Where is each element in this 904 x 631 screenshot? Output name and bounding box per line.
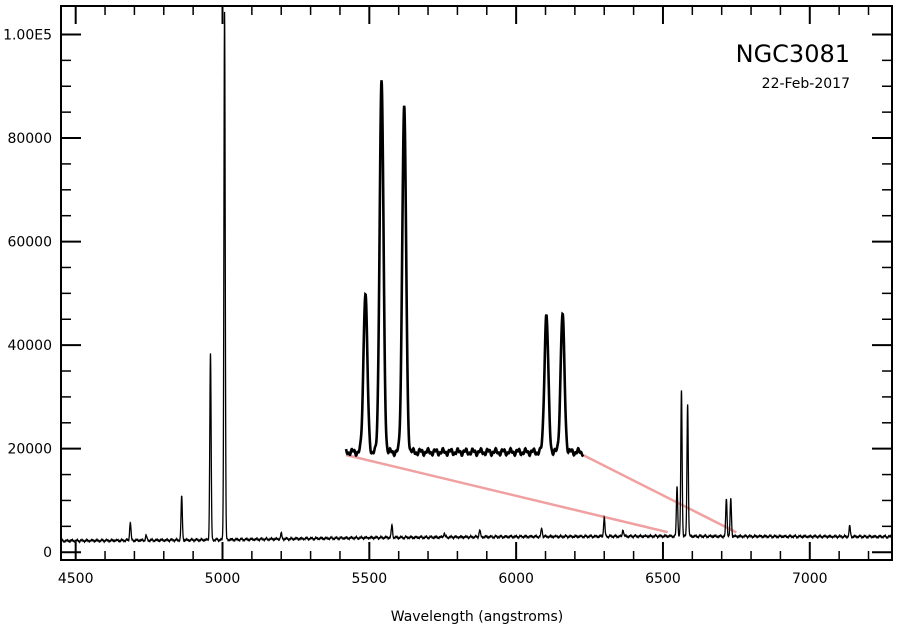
main-spectrum-line: [60, 11, 893, 544]
y-tick-label: 60000: [7, 235, 52, 251]
inset-spectrum-line: [344, 80, 585, 458]
x-tick-label: 6000: [498, 571, 534, 587]
y-axis: 0 20000 40000 60000 80000 1.00E5: [3, 27, 892, 561]
inset-connectors: [345, 453, 737, 534]
inset-connector-right: [582, 453, 737, 534]
observation-date: 22-Feb-2017: [762, 76, 850, 92]
plot-frame: [60, 5, 893, 561]
inset-connector-left: [345, 453, 669, 534]
x-tick-label: 7000: [792, 571, 828, 587]
x-axis-title: Wavelength (angstroms): [391, 609, 564, 625]
y-tick-label: 80000: [7, 131, 52, 147]
x-tick-label: 5000: [205, 571, 241, 587]
object-title: NGC3081: [736, 40, 850, 68]
x-tick-label: 5500: [352, 571, 388, 587]
y-tick-label: 20000: [7, 442, 52, 458]
x-tick-label: 4500: [58, 571, 94, 587]
x-axis: 4500 5000 5500 6000 6500 7000: [58, 6, 870, 587]
y-tick-label: 0: [43, 545, 52, 561]
y-tick-label: 1.00E5: [3, 27, 52, 43]
x-tick-label: 6500: [645, 571, 681, 587]
y-tick-label: 40000: [7, 338, 52, 354]
